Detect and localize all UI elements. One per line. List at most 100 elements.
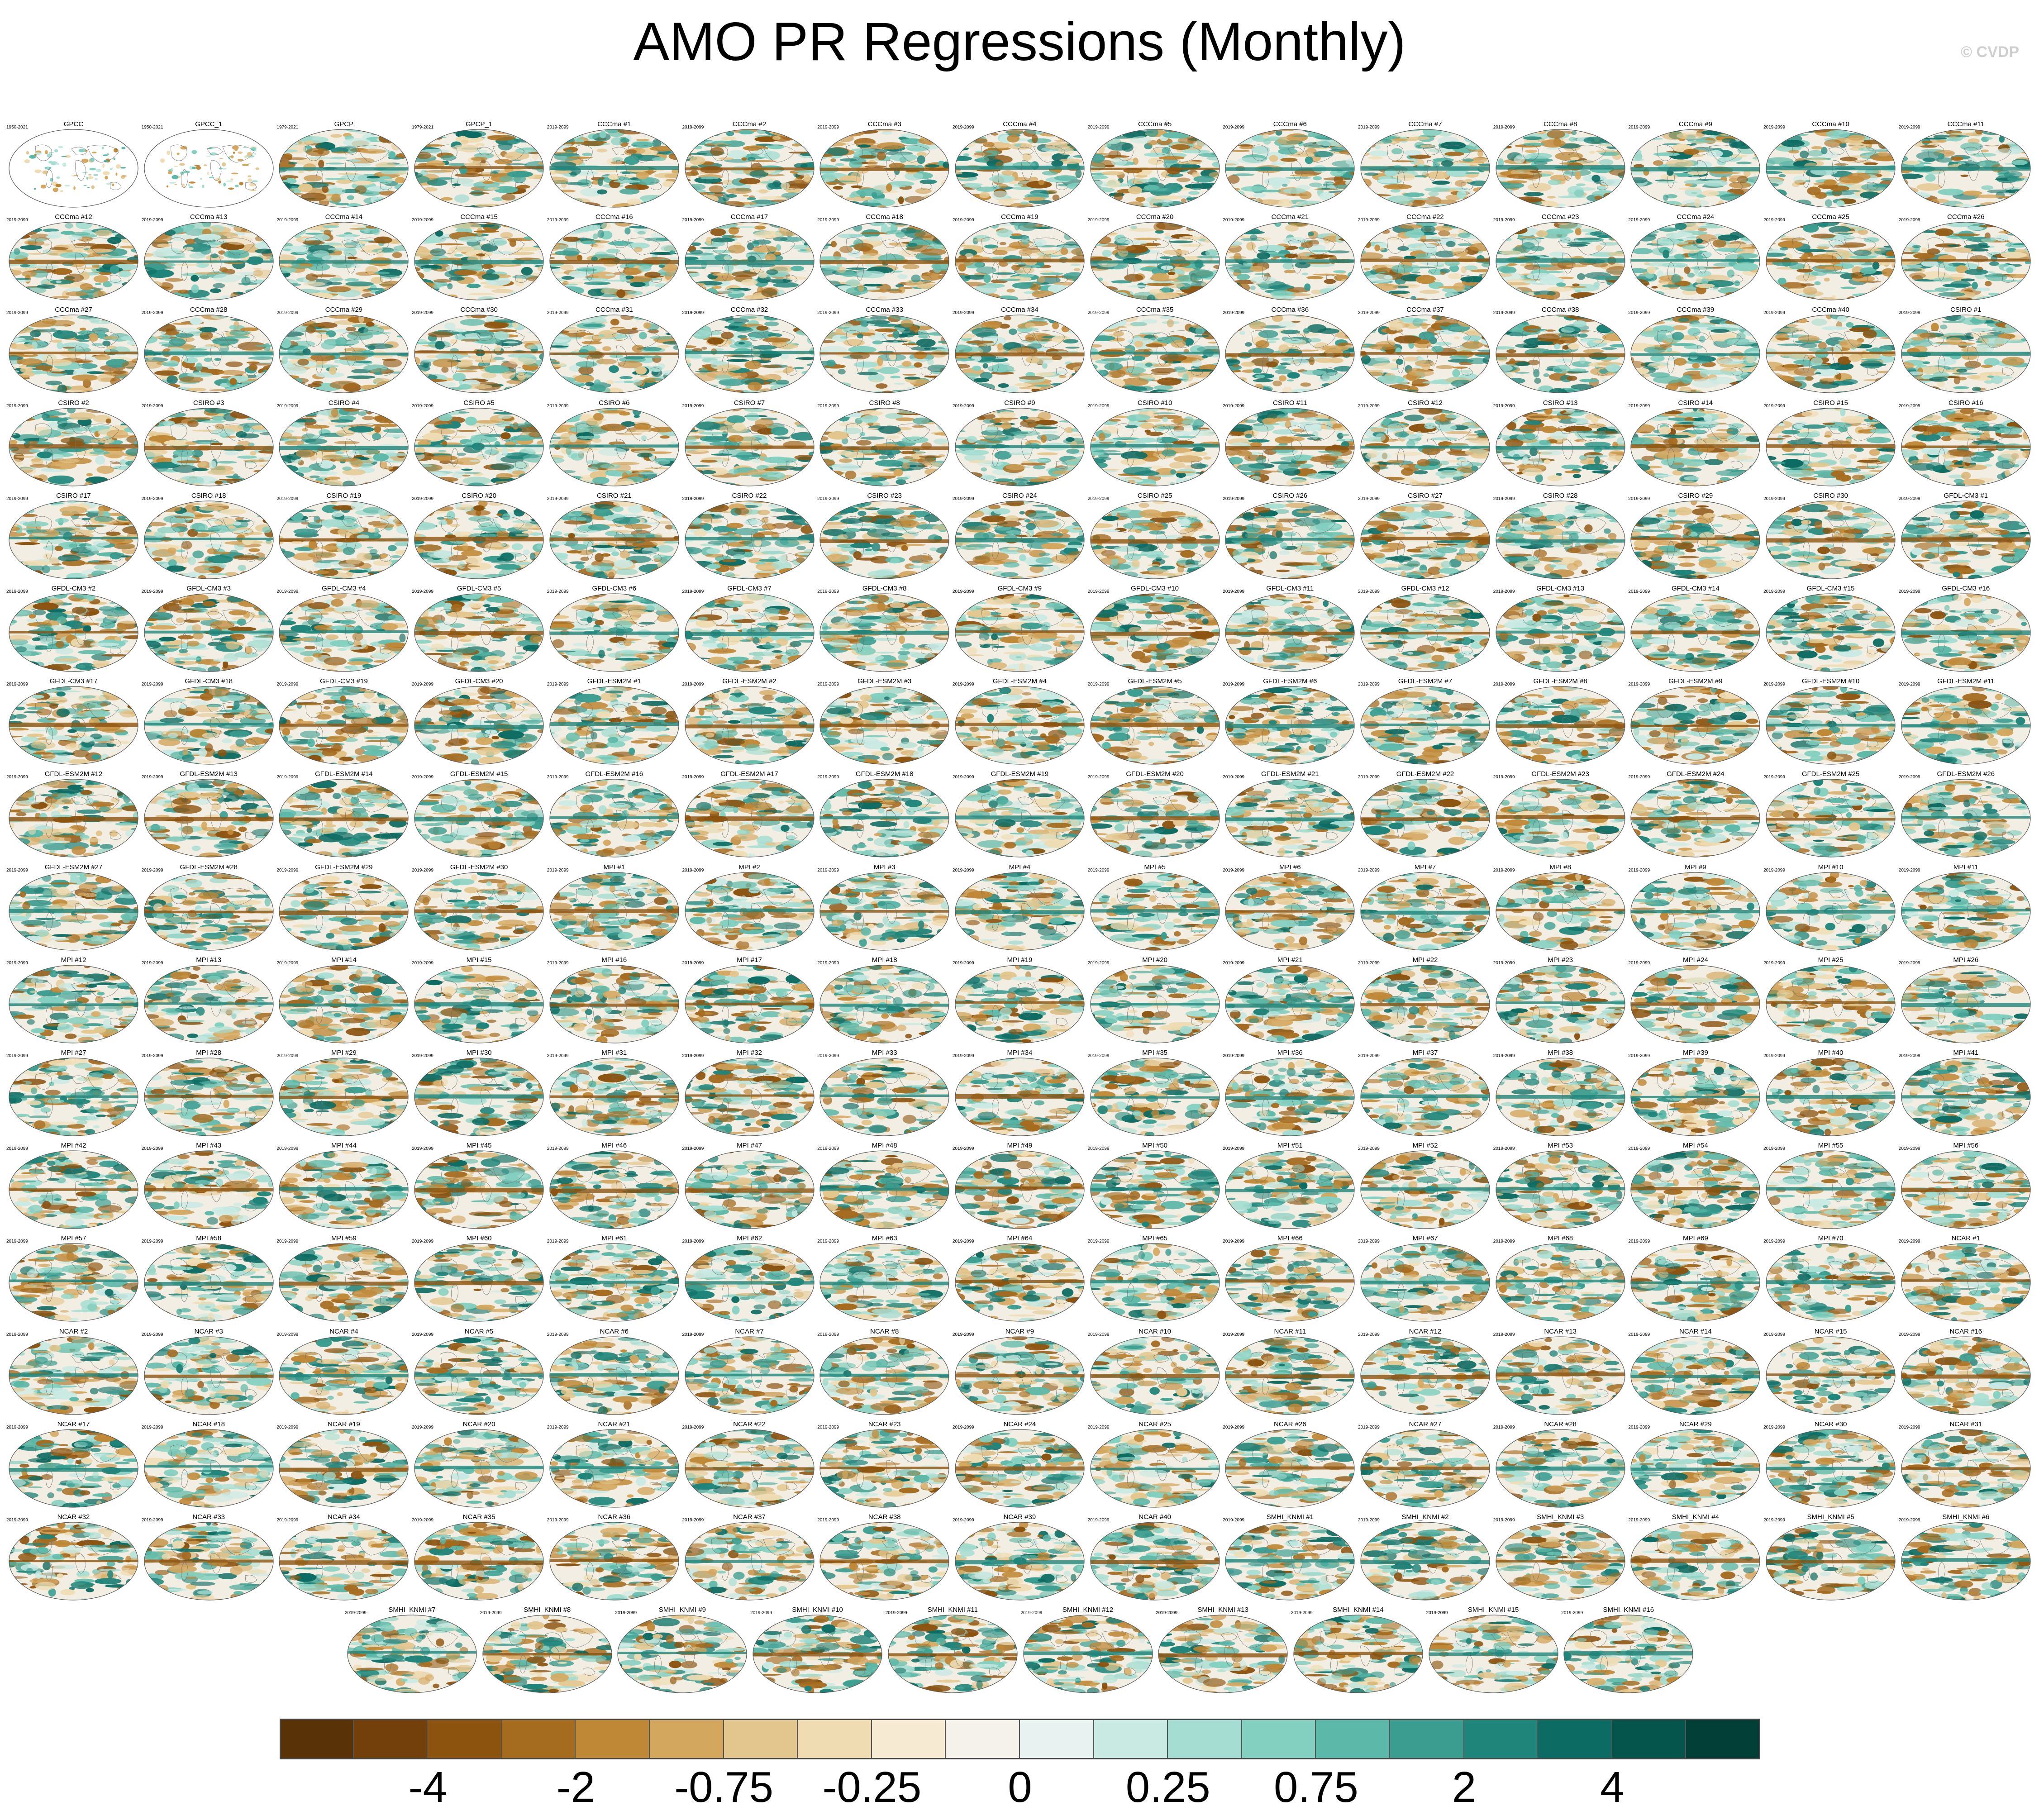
regression-map [1901,593,2031,672]
map-panel: 2019-2099 GFDL-ESM2M #17 [682,770,817,859]
panel-years: 2019-2099 [1358,1239,1380,1244]
regression-map [144,129,274,208]
regression-map [1630,314,1760,393]
regression-map [955,314,1085,393]
map-panel: 2019-2099 GFDL-ESM2M #18 [817,770,952,859]
map-panel: 2019-2099 MPI #28 [142,1049,276,1138]
map-panel: 2019-2099 CSIRO #5 [412,399,546,488]
panel-title: MPI #41 [1899,1049,2033,1057]
map-panel: 2019-2099 CCCma #3 [817,120,952,209]
panel-title: CCCma #8 [1493,120,1628,129]
regression-map [1901,500,2031,579]
regression-map [482,1615,612,1693]
panel-years: 2019-2099 [817,1425,839,1430]
map-panel: 2019-2099 NCAR #31 [1899,1420,2033,1509]
panel-years: 2019-2099 [142,218,163,223]
regression-map [955,779,1085,858]
regression-map [1630,965,1760,1043]
map-panel: 2019-2099 MPI #59 [276,1234,411,1323]
map-panel: 2019-2099 CSIRO #2 [6,399,141,488]
map-panel: 2019-2099 CSIRO #10 [1088,399,1222,488]
panel-title: CCCma #12 [6,213,141,221]
regression-map [1360,1150,1490,1229]
panel-years: 2019-2099 [1763,868,1785,873]
map-panel: 2019-2099 GFDL-CM3 #1 [1899,492,2033,581]
panel-years: 2019-2099 [1358,868,1380,873]
panel-title: MPI #7 [1358,863,1492,872]
panel-years: 2019-2099 [1358,1425,1380,1430]
map-panel: 2019-2099 GFDL-CM3 #18 [142,677,276,766]
map-panel: 2019-2099 MPI #29 [276,1049,411,1138]
map-panel: 2019-2099 MPI #14 [276,956,411,1045]
map-panel: 2019-2099 SMHI_KNMI #7 [345,1606,479,1695]
regression-map [1901,1429,2031,1508]
panel-title: CSIRO #17 [6,492,141,500]
panel-title: CCCma #6 [1223,120,1357,129]
panel-title: NCAR #5 [412,1328,546,1336]
map-panel: 2019-2099 CCCma #37 [1358,306,1492,395]
panel-title: NCAR #24 [953,1420,1087,1429]
regression-map [9,1058,138,1136]
regression-map [1630,872,1760,951]
panel-title: CSIRO #28 [1493,492,1628,500]
regression-map [549,965,679,1043]
panel-years: 2019-2099 [547,1053,569,1059]
map-panel: 2019-2099 MPI #2 [682,863,817,952]
panel-title: CSIRO #7 [682,399,817,407]
regression-map [279,872,409,951]
regression-map [684,686,815,765]
regression-map [549,222,679,300]
map-panel: 2019-2099 MPI #37 [1358,1049,1492,1138]
regression-map [279,129,409,208]
regression-map [1225,779,1355,858]
map-panel: 2019-2099 GFDL-ESM2M #11 [1899,677,2033,766]
panel-years: 2019-2099 [1223,961,1244,966]
map-panel: 2019-2099 GFDL-CM3 #12 [1358,585,1492,673]
panel-title: NCAR #15 [1763,1328,1898,1336]
map-panel: 2019-2099 SMHI_KNMI #4 [1628,1513,1763,1602]
regression-map [684,593,815,672]
map-panel: 2019-2099 MPI #39 [1628,1049,1763,1138]
regression-map [9,779,138,858]
panel-years: 2019-2099 [412,868,434,873]
map-panel: 2019-2099 MPI #54 [1628,1142,1763,1230]
panel-title: GFDL-ESM2M #2 [682,677,817,686]
panel-years: 2019-2099 [682,1146,704,1152]
regression-map [279,407,409,486]
panel-years: 2019-2099 [1291,1610,1313,1616]
regression-map [1225,1243,1355,1322]
map-panel: 2019-2099 CCCma #8 [1493,120,1628,209]
regression-map [549,1150,679,1229]
map-panel: 2019-2099 MPI #17 [682,956,817,1045]
regression-map [1766,1058,1896,1136]
chart-title: AMO PR Regressions (Monthly) [0,10,2039,73]
panel-years: 2019-2099 [1088,310,1110,316]
panel-years: 2019-2099 [547,1239,569,1244]
panel-title: MPI #47 [682,1142,817,1150]
map-panel: 2019-2099 MPI #5 [1088,863,1222,952]
panel-years: 2019-2099 [1493,589,1515,595]
map-panel: 2019-2099 MPI #25 [1763,956,1898,1045]
map-panel: 2019-2099 MPI #36 [1223,1049,1357,1138]
map-panel: 2019-2099 NCAR #10 [1088,1328,1222,1416]
regression-map [1090,779,1220,858]
panel-years: 2019-2099 [817,1239,839,1244]
colorbar-box [353,1719,428,1759]
panel-title: MPI #21 [1223,956,1357,964]
panel-title: GFDL-CM3 #2 [6,585,141,593]
regression-map [1360,779,1490,858]
panel-title: GFDL-ESM2M #12 [6,770,141,778]
regression-map [1225,1522,1355,1601]
panel-title: MPI #43 [142,1142,276,1150]
regression-map [1090,1429,1220,1508]
map-panel: 2019-2099 CSIRO #13 [1493,399,1628,488]
regression-map [955,686,1085,765]
regression-map [1766,965,1896,1043]
regression-map [414,1150,544,1229]
panel-title: CCCma #29 [276,306,411,314]
map-panel: 2019-2099 CCCma #6 [1223,120,1357,209]
panel-title: CCCma #10 [1763,120,1898,129]
panel-years: 2019-2099 [6,1425,28,1430]
map-panel: 2019-2099 GFDL-CM3 #5 [412,585,546,673]
colorbar-box [1686,1719,1760,1759]
